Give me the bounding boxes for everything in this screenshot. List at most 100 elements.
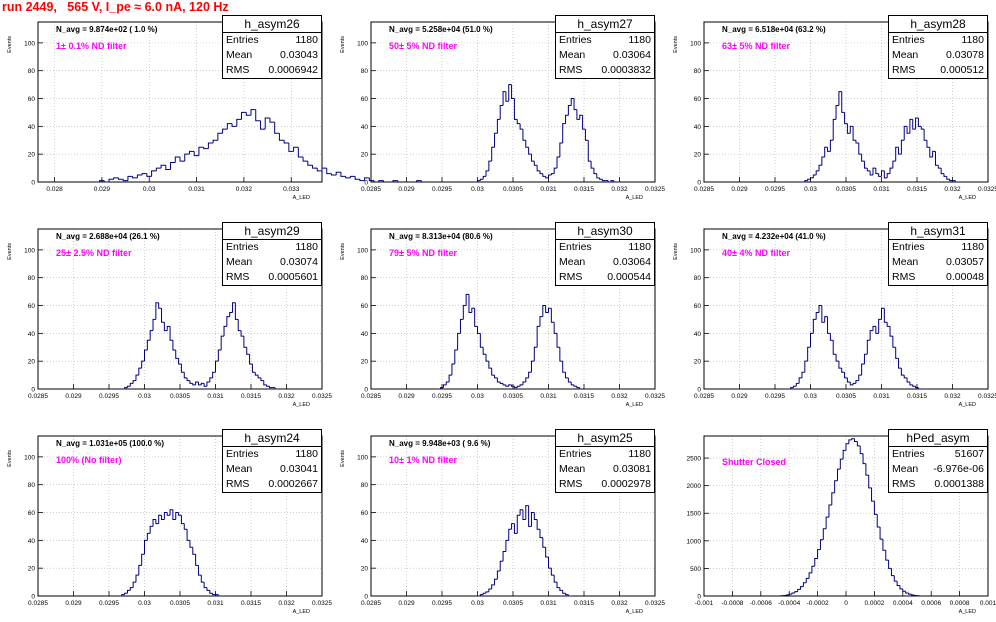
y-tick-label: 0	[31, 387, 35, 394]
y-axis-label: Events	[7, 243, 13, 260]
histogram-bin	[559, 347, 563, 362]
histogram-plot-h_asym25: 0.0285 0.029 0.0295 0.03 0.0305 0.031 0.0315 0.…	[340, 435, 665, 615]
histogram-bin	[519, 509, 523, 516]
histogram-bin	[482, 347, 487, 355]
histogram-bin	[494, 578, 498, 585]
histogram-bin	[491, 146, 495, 162]
stats-box: hPed_asym Entries 51607 Mean -6.976e-06 RMS 0.…	[888, 429, 988, 493]
x-tick-label: 0.0325	[978, 393, 996, 400]
stats-value-mean: 0.03081	[613, 463, 651, 475]
x-tick-label: 0.031	[873, 393, 890, 400]
histogram-bin	[879, 527, 883, 540]
histogram-bin	[610, 180, 614, 182]
histogram-bin	[909, 382, 913, 386]
x-tick-label: -0.0002	[807, 600, 829, 607]
histogram-bin	[217, 594, 222, 597]
stats-value-mean: -6.976e-06	[933, 463, 984, 475]
histogram-bin	[297, 147, 304, 158]
stats-row-mean: Mean 0.03041	[223, 462, 321, 477]
stats-row-rms: RMS 0.0005601	[223, 270, 321, 285]
histogram-bin	[932, 150, 936, 157]
histogram-bin	[502, 91, 506, 106]
histogram-bin	[174, 156, 180, 163]
histogram-pad-h_asym25: 0.0285 0.029 0.0295 0.03 0.0305 0.031 0.0315 0.…	[333, 414, 665, 619]
histogram-bin	[797, 588, 801, 592]
histogram-bin	[138, 564, 142, 576]
histogram-bin	[593, 168, 597, 175]
y-tick-label: 100	[24, 40, 35, 47]
histogram-bin	[791, 592, 795, 595]
histogram-bin	[829, 139, 834, 152]
histogram-bin	[890, 568, 895, 577]
histogram-bin	[545, 176, 549, 179]
histogram-bin	[519, 123, 523, 130]
stats-row-rms: RMS 0.0001388	[889, 477, 987, 492]
histogram-bin	[819, 539, 824, 550]
histogram-bin	[195, 554, 199, 566]
histogram-bin	[863, 353, 868, 364]
stats-value-entries: 1180	[295, 241, 318, 253]
histogram-pad-h_asym24: 0.0285 0.029 0.0295 0.03 0.0305 0.031 0.0315 0.…	[0, 414, 332, 619]
x-tick-label: 0.0295	[432, 186, 452, 193]
x-tick-label: 0.0305	[503, 186, 523, 193]
histogram-bin	[815, 311, 820, 320]
stats-value-mean: 0.03041	[280, 463, 318, 475]
histogram-bin	[442, 384, 447, 388]
histogram-bin	[808, 572, 812, 579]
histogram-bin	[805, 577, 810, 583]
stats-row-mean: Mean 0.03057	[889, 255, 987, 270]
y-axis-label: Events	[673, 36, 679, 53]
histogram-bin	[316, 168, 322, 172]
histogram-bin	[883, 170, 888, 179]
histogram-bin	[340, 172, 346, 177]
histogram-bin	[368, 177, 375, 182]
histogram-bin	[810, 177, 814, 180]
stats-value-entries: 1180	[961, 34, 984, 46]
histogram-bin	[545, 547, 549, 558]
histogram-bin	[330, 173, 337, 176]
histogram-bin	[562, 123, 566, 144]
y-axis-label: Events	[7, 36, 13, 53]
histogram-bin	[499, 382, 504, 384]
histogram-bin	[892, 160, 896, 169]
histogram-bin	[525, 505, 529, 520]
y-tick-label: 0	[697, 387, 701, 394]
histogram-bin	[135, 574, 139, 583]
stats-value-entries: 1180	[628, 241, 651, 253]
histogram-bin	[126, 385, 131, 388]
x-axis-label: A_LED	[293, 402, 310, 408]
y-tick-label: 100	[24, 247, 35, 254]
stats-key-mean: Mean	[559, 463, 586, 475]
histogram-bin	[934, 151, 939, 166]
histogram-bin	[307, 161, 313, 166]
stats-key-entries: Entries	[226, 448, 259, 460]
histogram-bin	[155, 167, 162, 171]
y-tick-label: 60	[28, 96, 36, 103]
histogram-bin	[197, 565, 202, 576]
histogram-bin	[165, 165, 171, 170]
histogram-bin	[511, 523, 515, 530]
histogram-bin	[175, 350, 179, 359]
stats-key-rms: RMS	[226, 271, 250, 283]
stats-key-rms: RMS	[226, 64, 250, 76]
histogram-bin	[312, 165, 318, 169]
histogram-bin	[530, 512, 535, 527]
histogram-bin	[858, 143, 862, 155]
stats-title: hPed_asym	[889, 430, 987, 447]
stats-row-entries: Entries 1180	[556, 447, 654, 462]
x-tick-label: 0.029	[398, 600, 415, 607]
x-tick-label: 0.029	[94, 186, 111, 193]
stats-key-mean: Mean	[226, 463, 253, 475]
histogram-bin	[903, 125, 908, 141]
histogram-bin	[161, 515, 165, 520]
histogram-bin	[785, 594, 790, 596]
filter-label: 79± 5% ND filter	[389, 248, 457, 258]
histogram-bin	[471, 307, 475, 313]
histogram-bin	[496, 570, 501, 580]
histogram-bin	[929, 147, 933, 158]
stats-value-rms: 0.0002978	[601, 478, 651, 490]
histogram-bin	[862, 453, 866, 465]
histogram-bin	[209, 377, 213, 383]
histogram-plot-h_asym26: 0.028 0.029 0.03 0.031 0.032 0.033 0 20 40 60 80 10…	[7, 21, 422, 201]
histogram-bin	[926, 140, 930, 148]
